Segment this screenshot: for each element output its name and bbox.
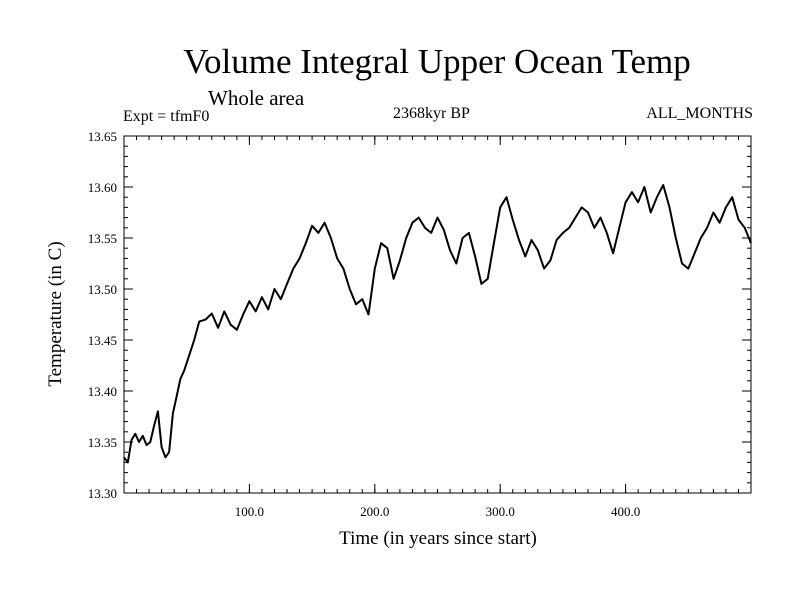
x-tick-label: 400.0 [611,504,640,519]
axis-tick-labels: 13.30 13.35 13.40 13.45 13.50 13.55 13.60 13.65… [88,129,640,519]
y-tick-label: 13.30 [88,486,117,501]
x-axis-title: Time (in years since start) [339,528,537,549]
y-tick-label: 13.65 [88,129,117,144]
experiment-label: Expt = tfmF0 [123,108,210,125]
y-tick-label: 13.45 [88,333,117,348]
y-tick-label: 13.35 [88,435,117,450]
y-tick-label: 13.40 [88,384,117,399]
x-tick-label: 200.0 [360,504,389,519]
y-axis-title: Temperature (in C) [45,241,66,386]
y-tick-label: 13.60 [88,180,117,195]
y-tick-label: 13.50 [88,282,117,297]
x-tick-label: 100.0 [235,504,264,519]
period-label: 2368kyr BP [393,105,470,122]
chart-subtitle: Whole area [208,86,305,110]
series-line-tfmF0 [123,184,752,464]
months-label: ALL_MONTHS [646,105,753,122]
x-tick-label: 300.0 [486,504,515,519]
plot-frame [123,135,752,494]
chart-title: Volume Integral Upper Ocean Temp [183,42,691,81]
y-tick-label: 13.55 [88,231,117,246]
axis-ticks [123,135,752,494]
